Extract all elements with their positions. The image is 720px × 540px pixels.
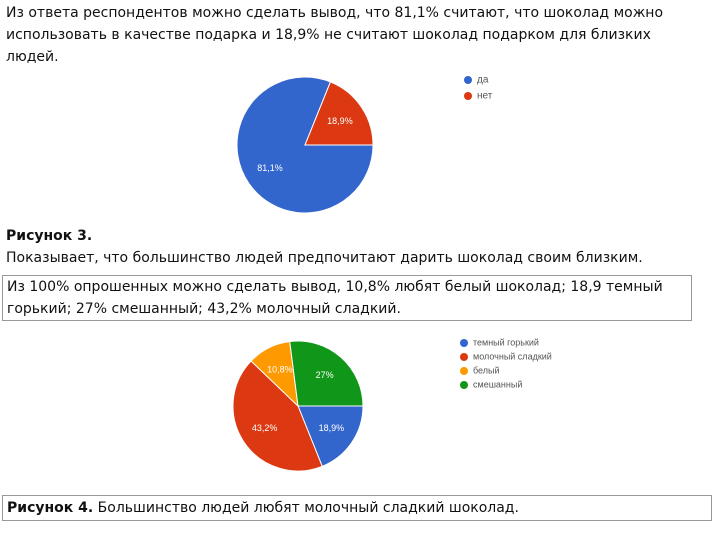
slice-label: 43,2% [252, 423, 278, 433]
text-line: Из ответа респондентов можно сделать выв… [6, 5, 664, 21]
legend-label: белый [473, 365, 500, 375]
caption-text: Большинство людей любят молочный сладкий… [93, 500, 519, 516]
legend-swatch [464, 92, 472, 100]
text-line: Из 100% опрошенных можно сделать вывод, … [7, 279, 663, 295]
legend-label: молочный сладкий [473, 351, 552, 361]
pie-slice [236, 76, 374, 214]
pie-slice [304, 81, 374, 146]
legend-swatch [460, 339, 468, 347]
legend-swatch [460, 367, 468, 375]
caption-label: Рисунок 4. [7, 500, 94, 516]
text-line: людей. [6, 49, 59, 65]
slice-label: 10,8% [267, 364, 293, 374]
legend-swatch [460, 381, 468, 389]
second-paragraph: Из 100% опрошенных можно сделать вывод, … [2, 275, 692, 321]
text-line: горький; 27% смешанный; 43,2% молочный с… [7, 301, 401, 317]
pie-slice [232, 360, 323, 472]
pie-slice [297, 405, 364, 467]
legend-label: смешанный [473, 379, 522, 389]
text-line: использовать в качестве подарка и 18,9% … [6, 27, 651, 43]
caption-label: Рисунок 3. [6, 228, 93, 244]
caption: Рисунок 3. Показывает, что большинство л… [6, 225, 643, 269]
slice-label: 27% [316, 370, 334, 380]
legend-label: да [477, 75, 489, 86]
intro-paragraph: Из ответа респондентов можно сделать выв… [6, 2, 663, 68]
legend-swatch [464, 76, 472, 84]
slice-label: 18,9% [327, 116, 353, 126]
caption-text: Показывает, что большинство людей предпо… [6, 250, 643, 266]
legend-label: темный горький [473, 337, 539, 347]
slice-label: 81,1% [257, 163, 283, 173]
legend-swatch [460, 353, 468, 361]
pie-slice [289, 340, 364, 407]
slice-label: 18,9% [319, 423, 345, 433]
caption: Рисунок 4. Большинство людей любят молоч… [2, 495, 712, 521]
legend-label: нет [477, 91, 493, 102]
